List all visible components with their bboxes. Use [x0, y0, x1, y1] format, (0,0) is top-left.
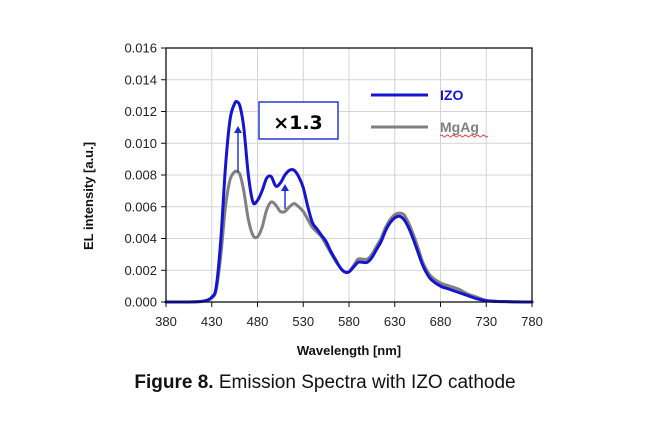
series-lines: [164, 99, 534, 304]
figure-caption-label: Figure 8.: [134, 372, 214, 393]
annotation-box: [258, 101, 339, 140]
x-tick-label: 580: [338, 314, 360, 329]
x-tick-label: 730: [475, 314, 497, 329]
y-axis-ticks: 0.000 0.002 0.004 0.006 0.008 0.010 0.012 0.014…: [124, 41, 166, 310]
y-tick-label: 0.002: [124, 263, 157, 278]
figure-caption-text: Emission Spectra with IZO cathode: [213, 372, 516, 393]
figure-caption: Figure 8. Emission Spectra with IZO cath…: [0, 372, 650, 394]
y-tick-label: 0.010: [124, 136, 157, 151]
x-tick-label: 380: [155, 314, 177, 329]
y-tick-label: 0.008: [124, 168, 157, 183]
x-tick-label: 530: [292, 314, 314, 329]
x-axis-title: Wavelength [nm]: [297, 343, 401, 358]
y-tick-label: 0.014: [124, 72, 157, 87]
x-tick-label: 480: [247, 314, 269, 329]
series-line-izo: [164, 99, 534, 304]
x-tick-label: 430: [201, 314, 223, 329]
spellcheck-underline: [439, 134, 489, 138]
y-tick-label: 0.006: [124, 199, 157, 214]
legend-label-mgag: MgAg: [440, 119, 479, 135]
x-tick-label: 680: [430, 314, 452, 329]
x-axis-ticks: 380 430 480 530 580 630 680 730 780: [155, 302, 543, 329]
legend-label-izo: IZO: [440, 87, 463, 103]
annotation-text: ×1.3: [273, 112, 323, 134]
y-tick-label: 0.016: [124, 41, 157, 56]
legend: IZO MgAg: [371, 87, 489, 138]
x-tick-label: 780: [521, 314, 543, 329]
arrowhead-peak-1: [234, 126, 242, 133]
y-axis-title: EL intensity [a.u.]: [81, 142, 96, 250]
emission-spectra-chart: 0.000 0.002 0.004 0.006 0.008 0.010 0.012 0.014…: [81, 41, 543, 359]
grid-lines: [166, 48, 532, 302]
y-tick-label: 0.004: [124, 231, 157, 246]
y-tick-label: 0.000: [124, 295, 157, 310]
y-tick-label: 0.012: [124, 104, 157, 119]
arrowhead-peak-2: [281, 184, 289, 191]
x-tick-label: 630: [384, 314, 406, 329]
increase-arrows: [234, 126, 289, 209]
